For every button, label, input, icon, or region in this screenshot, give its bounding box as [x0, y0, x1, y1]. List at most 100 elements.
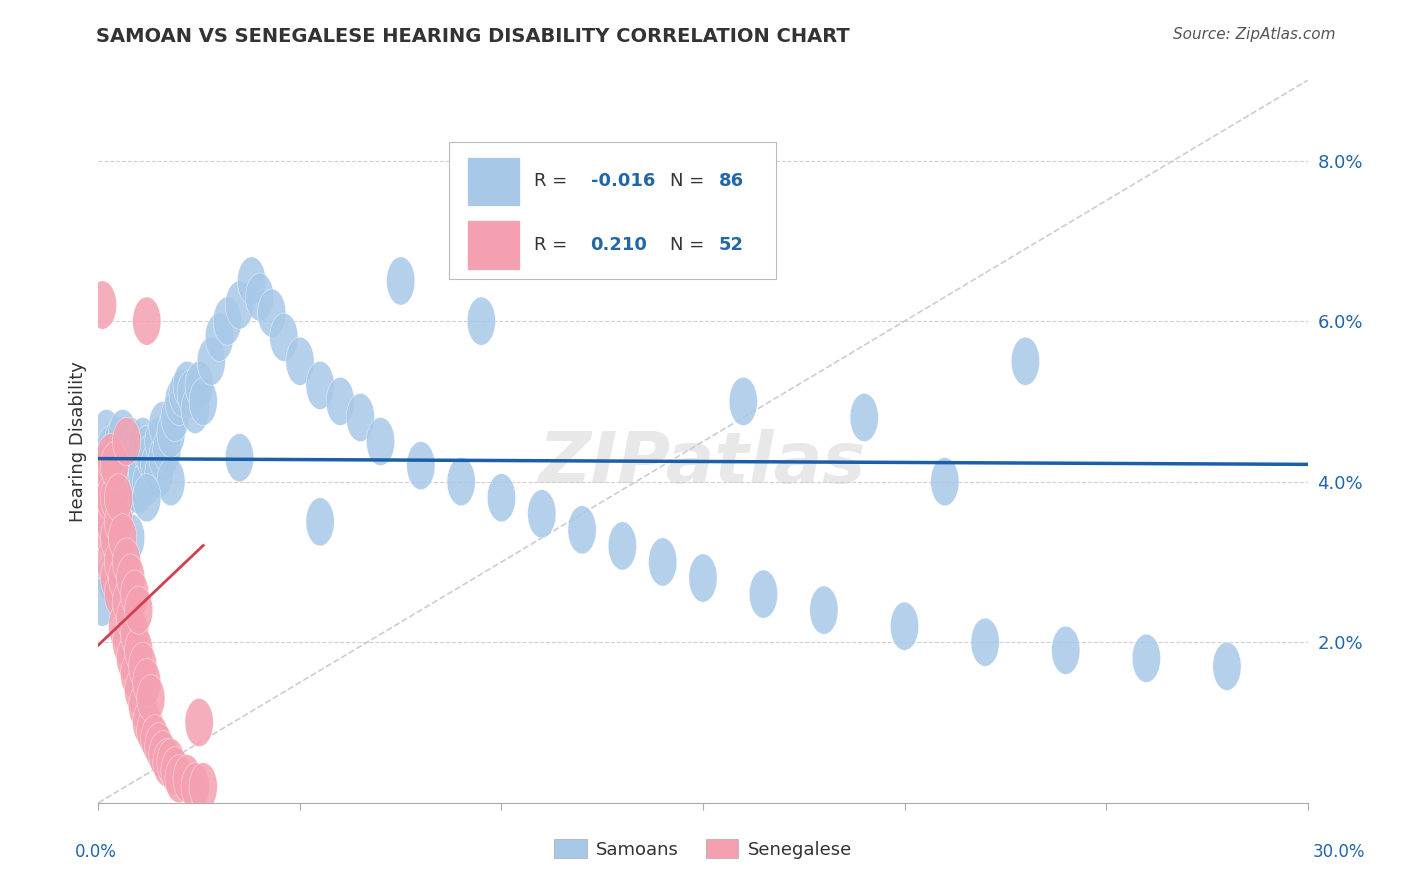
Text: 0.0%: 0.0%: [75, 843, 117, 861]
Ellipse shape: [104, 570, 132, 618]
FancyBboxPatch shape: [467, 220, 520, 270]
Ellipse shape: [121, 610, 149, 658]
Ellipse shape: [97, 474, 125, 522]
Ellipse shape: [931, 458, 959, 506]
Ellipse shape: [117, 594, 145, 642]
Ellipse shape: [689, 554, 717, 602]
Text: 30.0%: 30.0%: [1312, 843, 1365, 861]
Ellipse shape: [149, 731, 177, 779]
Ellipse shape: [346, 393, 374, 442]
Ellipse shape: [1213, 642, 1241, 690]
Ellipse shape: [190, 377, 218, 425]
Ellipse shape: [89, 474, 117, 522]
Ellipse shape: [125, 586, 153, 634]
Ellipse shape: [186, 698, 214, 747]
Ellipse shape: [447, 458, 475, 506]
Ellipse shape: [387, 257, 415, 305]
Ellipse shape: [100, 514, 129, 562]
Ellipse shape: [186, 361, 214, 409]
Text: SAMOAN VS SENEGALESE HEARING DISABILITY CORRELATION CHART: SAMOAN VS SENEGALESE HEARING DISABILITY …: [96, 27, 849, 45]
Ellipse shape: [270, 313, 298, 361]
Ellipse shape: [467, 297, 495, 345]
Ellipse shape: [136, 434, 165, 482]
Ellipse shape: [141, 442, 169, 490]
Ellipse shape: [125, 466, 153, 514]
Ellipse shape: [136, 706, 165, 755]
Ellipse shape: [93, 442, 121, 490]
Ellipse shape: [406, 442, 434, 490]
Ellipse shape: [136, 674, 165, 723]
Ellipse shape: [104, 442, 132, 490]
Ellipse shape: [1052, 626, 1080, 674]
Ellipse shape: [125, 666, 153, 714]
Ellipse shape: [121, 458, 149, 506]
Text: -0.016: -0.016: [591, 172, 655, 190]
Ellipse shape: [173, 755, 201, 803]
Ellipse shape: [527, 490, 555, 538]
Text: N =: N =: [671, 236, 710, 254]
Ellipse shape: [246, 273, 274, 321]
Ellipse shape: [488, 474, 516, 522]
Ellipse shape: [89, 281, 117, 329]
Ellipse shape: [93, 409, 121, 458]
Text: 0.210: 0.210: [591, 236, 647, 254]
Ellipse shape: [160, 393, 188, 442]
Ellipse shape: [117, 514, 145, 562]
Ellipse shape: [145, 417, 173, 466]
Ellipse shape: [108, 554, 136, 602]
Ellipse shape: [104, 498, 132, 546]
Text: N =: N =: [671, 172, 710, 190]
Ellipse shape: [132, 297, 160, 345]
Ellipse shape: [104, 538, 132, 586]
Ellipse shape: [108, 602, 136, 650]
Ellipse shape: [851, 393, 879, 442]
Ellipse shape: [97, 474, 125, 522]
Ellipse shape: [157, 458, 186, 506]
Ellipse shape: [104, 474, 132, 522]
Ellipse shape: [132, 425, 160, 474]
Ellipse shape: [132, 458, 160, 506]
Ellipse shape: [197, 337, 225, 385]
Ellipse shape: [257, 289, 285, 337]
Ellipse shape: [89, 458, 117, 506]
Ellipse shape: [190, 763, 218, 811]
Ellipse shape: [117, 466, 145, 514]
Ellipse shape: [132, 658, 160, 706]
Ellipse shape: [89, 578, 117, 626]
Ellipse shape: [108, 514, 136, 562]
Ellipse shape: [108, 409, 136, 458]
Ellipse shape: [121, 425, 149, 474]
Ellipse shape: [93, 442, 121, 490]
Ellipse shape: [112, 538, 141, 586]
Ellipse shape: [112, 450, 141, 498]
Ellipse shape: [205, 313, 233, 361]
Ellipse shape: [173, 361, 201, 409]
Text: Source: ZipAtlas.com: Source: ZipAtlas.com: [1173, 27, 1336, 42]
Ellipse shape: [112, 425, 141, 474]
Ellipse shape: [153, 739, 181, 787]
Ellipse shape: [112, 417, 141, 466]
Ellipse shape: [93, 474, 121, 522]
Ellipse shape: [157, 739, 186, 787]
Ellipse shape: [100, 442, 129, 490]
Ellipse shape: [117, 417, 145, 466]
Text: R =: R =: [534, 172, 572, 190]
Ellipse shape: [97, 434, 125, 482]
Ellipse shape: [149, 434, 177, 482]
Ellipse shape: [100, 474, 129, 522]
Legend: Samoans, Senegalese: Samoans, Senegalese: [547, 832, 859, 866]
Ellipse shape: [129, 417, 157, 466]
Text: R =: R =: [534, 236, 572, 254]
Ellipse shape: [648, 538, 676, 586]
Y-axis label: Hearing Disability: Hearing Disability: [69, 361, 87, 522]
Ellipse shape: [108, 458, 136, 506]
Ellipse shape: [730, 377, 758, 425]
Ellipse shape: [89, 458, 117, 506]
Ellipse shape: [145, 723, 173, 771]
Ellipse shape: [121, 650, 149, 698]
Ellipse shape: [97, 538, 125, 586]
Ellipse shape: [1011, 337, 1039, 385]
Ellipse shape: [129, 642, 157, 690]
Ellipse shape: [125, 626, 153, 674]
Ellipse shape: [972, 618, 1000, 666]
